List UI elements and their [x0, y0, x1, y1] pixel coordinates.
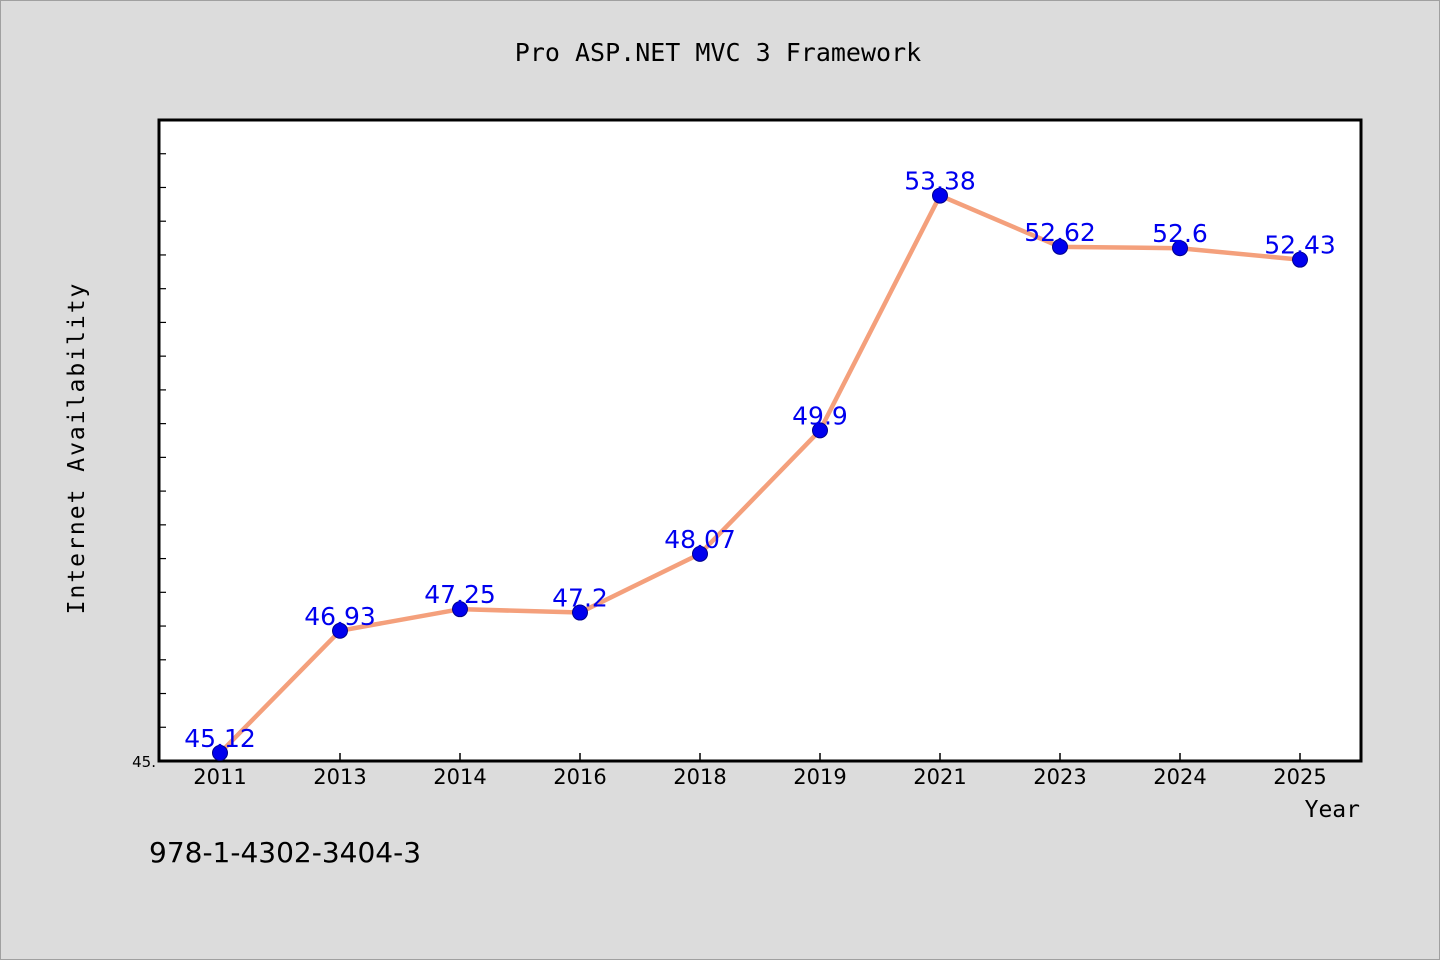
x-tick-label: 2025 [1273, 765, 1326, 789]
data-point [1172, 240, 1188, 257]
x-axis-tick-labels: 2011 2013 2014 2016 2018 2019 2021 2023 2024 2025 [193, 765, 1326, 789]
series-line [217, 193, 1303, 756]
data-point [1292, 251, 1308, 268]
data-label: 53.38 [904, 167, 976, 196]
data-label: 46.93 [304, 602, 376, 631]
x-tick-label: 2018 [673, 765, 726, 789]
data-point [572, 604, 588, 621]
plot-area [157, 118, 1363, 763]
x-tick-label: 2024 [1153, 765, 1206, 789]
data-point [212, 744, 228, 761]
footer-isbn: 978-1-4302-3404-3 [149, 836, 421, 869]
data-point [332, 622, 348, 639]
data-labels: 45.12 46.93 47.25 47.2 48.07 49.9 53.38 52.62 52… [184, 167, 1336, 753]
y-tick-label: 45. [132, 753, 156, 771]
data-point [452, 601, 468, 618]
data-label: 47.2 [552, 584, 608, 613]
x-axis-label: Year [1305, 797, 1360, 823]
x-tick-label: 2023 [1033, 765, 1086, 789]
chart-title: Pro ASP.NET MVC 3 Framework [515, 38, 921, 67]
y-axis-minor-ticks [159, 153, 166, 728]
data-label: 52.43 [1264, 231, 1336, 260]
y-axis-label: Internet Availability [64, 282, 90, 615]
x-tick-label: 2011 [193, 765, 246, 789]
series-markers [212, 187, 1308, 761]
data-point [932, 187, 948, 204]
data-label: 47.25 [424, 580, 496, 609]
data-point [812, 422, 828, 439]
data-label: 52.6 [1152, 219, 1208, 248]
data-label: 49.9 [792, 401, 848, 430]
data-point [692, 545, 708, 562]
x-tick-label: 2021 [913, 765, 966, 789]
data-label: 48.07 [664, 525, 736, 554]
data-label: 45.12 [184, 724, 256, 753]
x-tick-label: 2019 [793, 765, 846, 789]
x-tick-label: 2014 [433, 765, 486, 789]
data-point [1052, 238, 1068, 255]
data-label: 52.62 [1024, 218, 1096, 247]
x-tick-label: 2016 [553, 765, 606, 789]
x-tick-label: 2013 [313, 765, 366, 789]
